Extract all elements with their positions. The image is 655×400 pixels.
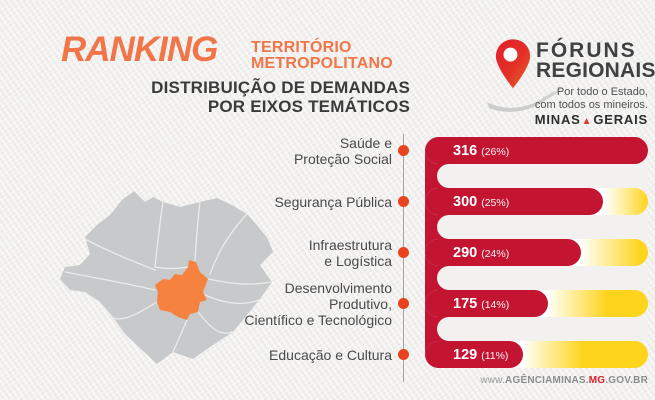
triangle-icon: ▲ [581,116,593,127]
logo-tagline-line2: com todos os mineiros. [534,98,648,111]
map-state-shape [60,191,273,364]
bar-track: 129 (11%) [425,341,648,368]
bar-value: 175 [453,296,478,312]
bar-value-group: 175 (14%) [453,290,509,317]
category-label: Educação e Cultura [269,347,392,363]
bar-track: 316 (26%) [425,137,648,164]
logo-tagline: Por todo o Estado, com todos os mineiros… [535,86,648,111]
minas-gerais-brand: MINAS▲GERAIS [535,112,648,127]
category-label: Saúde e Proteção Social [294,135,392,167]
bar-track: 290 (24%) [425,239,648,266]
subtitle-line2: POR EIXOS TEMÁTICOS [207,97,410,116]
brand-right: GERAIS [593,112,648,127]
logo-tagline-line1: Por todo o Estado, [556,86,648,98]
footer-url-link[interactable]: www.AGÊNCIAMINAS.MG.GOV.BR [480,375,648,386]
gap-notch [437,317,648,341]
logo-name-line2: REGIONAIS [536,59,655,82]
map-metropolitan-region [155,260,208,320]
category-label-line: Científico e Tecnológico [244,311,392,328]
bar-fill [425,290,548,317]
category-label-line: Produtivo, [328,295,392,312]
bar-value-group: 300 (25%) [453,188,509,215]
bar-value-group: 290 (24%) [453,239,509,266]
category-label-line: Educação e Cultura [269,346,392,363]
category-label: Desenvolvimento Produtivo, Científico e Te… [244,280,392,328]
logo-name-line1: FÓRUNS [536,39,637,62]
category-label-line: Saúde e [339,134,392,151]
bar-value-group: 316 (26%) [453,137,509,164]
bar-percent: (26%) [481,146,510,158]
category-label: Infraestrutura e Logística [309,237,392,269]
category-label-line: Desenvolvimento [284,279,392,296]
bar-percent: (24%) [481,248,510,260]
url-suffix: .GOV.BR [605,375,648,386]
page-subtitle: DISTRIBUIÇÃO DE DEMANDAS POR EIXOS TEMÁT… [151,78,410,116]
bar-value-group: 129 (11%) [453,341,508,368]
territory-title: TERRITÓRIO METROPOLITANO [251,40,393,72]
bar-fill [425,341,524,368]
location-pin-icon [495,39,531,89]
minas-gerais-map [60,191,273,364]
bar-percent: (14%) [481,299,510,311]
axis-dot [398,145,409,156]
bar-fill [425,188,604,215]
bar-value: 290 [453,245,478,261]
bar-value: 300 [453,194,478,210]
logo-swoosh-shadow [487,86,563,112]
axis-dot [398,298,409,309]
bar-fill [425,137,648,164]
url-mg: MG [588,375,606,386]
gap-notch [437,215,648,239]
page-title: RANKING [61,30,218,69]
bar-value: 129 [453,347,478,363]
bar-percent: (11%) [481,350,509,362]
bar-track: 300 (25%) [425,188,648,215]
category-label-line: e Logística [324,252,392,269]
chart-axis-line [403,134,404,382]
brand-left: MINAS [534,112,581,127]
url-prefix: www. [480,375,506,386]
axis-dot [398,349,409,360]
axis-dot [398,247,409,258]
category-label-line: Segurança Pública [274,193,392,210]
territory-line2: METROPOLITANO [251,55,393,72]
subtitle-line1: DISTRIBUIÇÃO DE DEMANDAS [151,78,410,97]
axis-dot [398,196,409,207]
map-region-borders [64,201,272,353]
territory-line1: TERRITÓRIO [251,39,352,56]
gap-notch [437,266,648,290]
bar-track: 175 (14%) [425,290,648,317]
bar-value: 316 [453,143,478,159]
category-label-line: Infraestrutura [308,236,392,253]
logo-wordmark: FÓRUNS REGIONAIS [536,39,655,82]
gap-notch [437,164,648,188]
url-site: AGÊNCIAMINAS. [505,375,589,386]
bar-percent: (25%) [481,197,510,209]
category-label-line: Proteção Social [293,150,392,167]
category-label: Segurança Pública [274,194,392,210]
bar-fill [425,239,582,266]
